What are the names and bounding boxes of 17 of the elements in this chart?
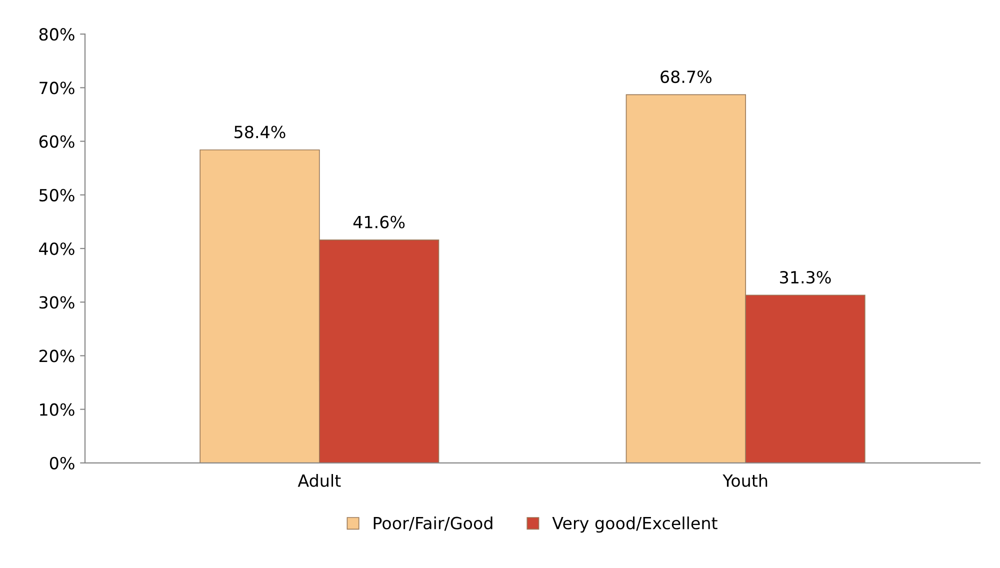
legend-label: Poor/Fair/Good <box>374 516 492 531</box>
data-label: 31.3% <box>780 270 831 284</box>
y-tick-label: 20% <box>39 350 74 362</box>
x-tick-label: Youth <box>722 474 768 487</box>
y-tick-label: 30% <box>40 296 74 309</box>
y-tick-label: 60% <box>39 135 74 148</box>
y-tick-label: 70% <box>40 82 74 94</box>
y-tick-label: 50% <box>40 188 74 202</box>
y-tick-label: 40% <box>39 242 74 256</box>
data-label: 41.6% <box>353 216 405 228</box>
data-label: 68.7% <box>660 70 712 84</box>
x-tick-label: Adult <box>298 474 341 487</box>
legend-label: Very good/Excellent <box>552 516 718 533</box>
y-tick-label: 80% <box>39 28 74 41</box>
y-tick-label: 10% <box>40 403 74 416</box>
y-tick-label: 0% <box>50 456 74 470</box>
data-label: 58.4% <box>234 126 286 138</box>
